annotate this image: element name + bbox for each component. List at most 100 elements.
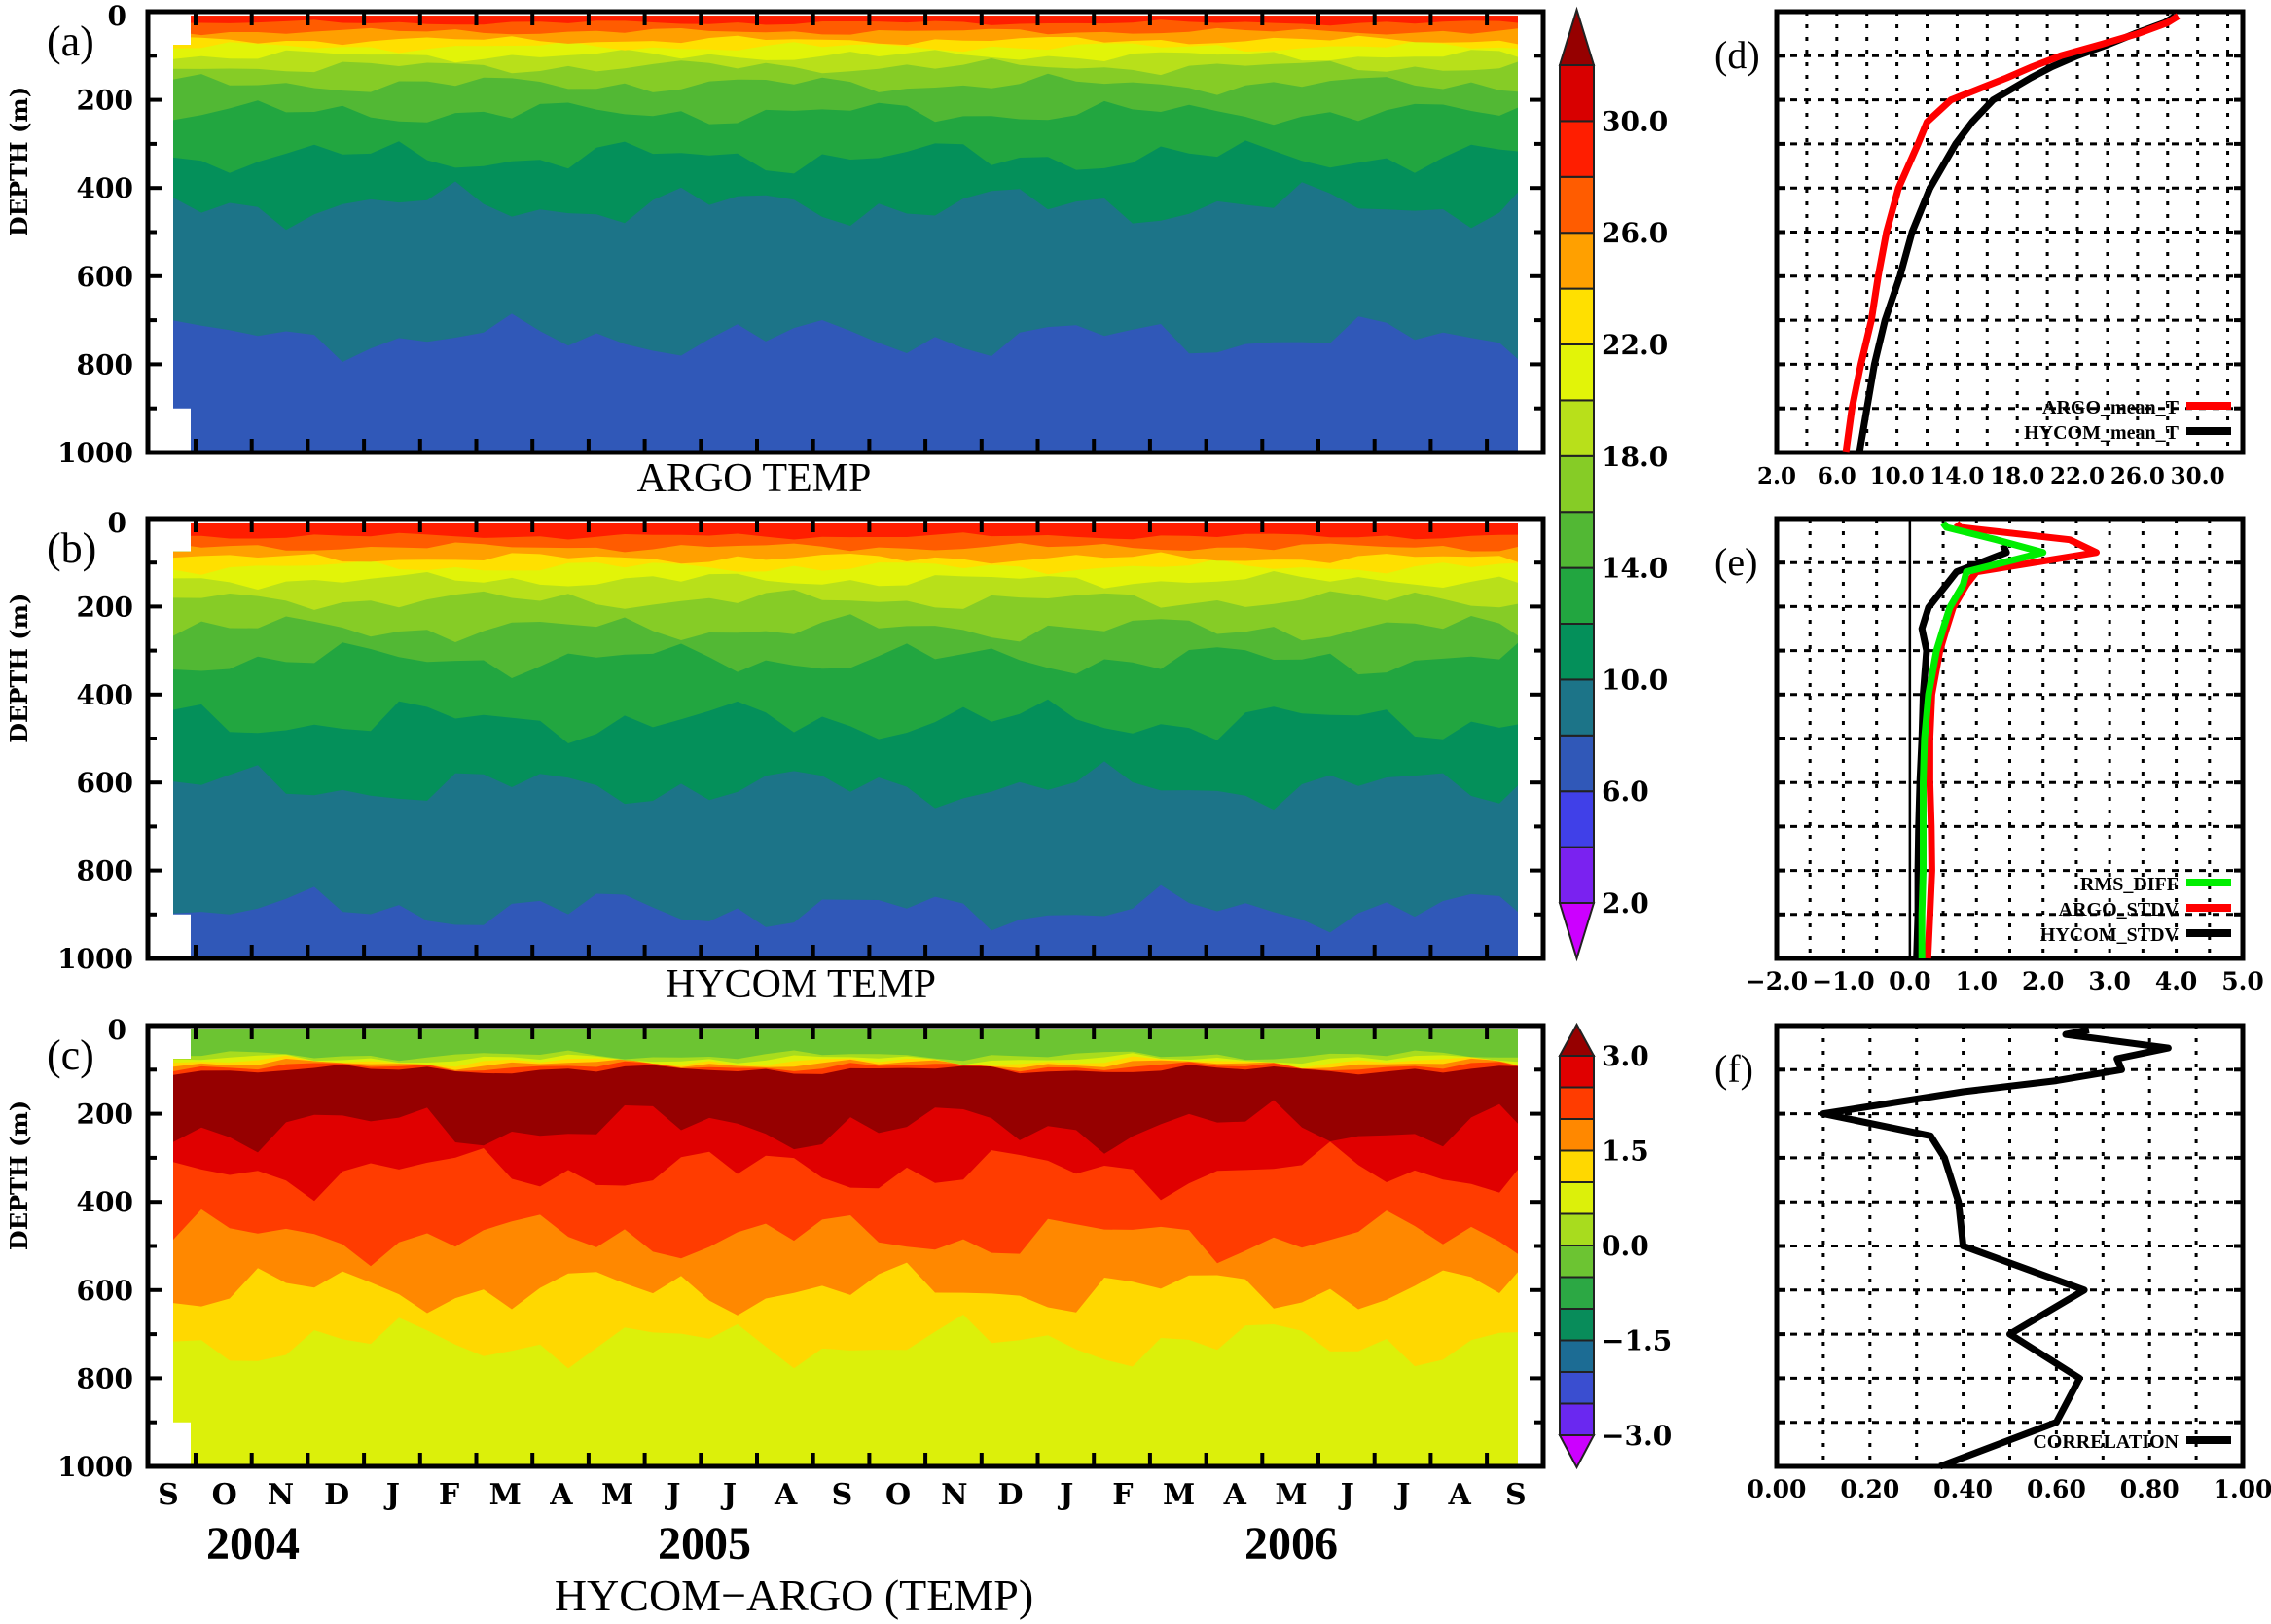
colorbar-tick-label: 0.0 bbox=[1602, 1230, 1649, 1262]
colorbar-tick-label: 22.0 bbox=[1602, 329, 1668, 361]
x-tick-label: 1.00 bbox=[2214, 1475, 2271, 1503]
colorbar-swatch bbox=[1559, 1118, 1595, 1152]
x-tick-label: 0.60 bbox=[2027, 1475, 2086, 1503]
series-line-hycom-mean-t bbox=[1856, 13, 2178, 453]
month-label: J bbox=[1338, 1478, 1354, 1512]
panel-label: (a) bbox=[47, 18, 94, 65]
panel-label: (e) bbox=[1714, 540, 1757, 584]
colorbar-swatch bbox=[1559, 1402, 1595, 1436]
series-line-correlation bbox=[1820, 1027, 2172, 1470]
panel-label: (b) bbox=[47, 524, 96, 572]
legend-label: HYCOM_mean_T bbox=[2024, 422, 2180, 444]
contour-panel-a: 0 200 400 600 800 1000 DEPTH (m) (a) ARGO TEMP bbox=[5, 0, 1546, 501]
colorbar-swatch bbox=[1559, 287, 1595, 346]
month-label: O bbox=[885, 1478, 911, 1512]
month-label: J bbox=[383, 1478, 400, 1512]
x-tick-label: 6.0 bbox=[1818, 463, 1856, 489]
year-label: 2005 bbox=[658, 1518, 751, 1570]
colorbar-swatch bbox=[1559, 511, 1595, 569]
profile-panel-d: ARGO_mean_T HYCOM_mean_T 2.0 6.0 10.0 14.0 18.… bbox=[1714, 9, 2246, 489]
colorbar-1: 2.0 6.0 10.0 14.0 18.0 22.0 26.0 30.0 bbox=[1558, 6, 1668, 962]
contour-band bbox=[173, 523, 1518, 540]
plot-frame bbox=[1774, 9, 2246, 455]
colorbar-2: −3.0 −1.5 0.0 1.5 3.0 bbox=[1558, 1022, 1672, 1470]
colorbar-swatch bbox=[1559, 399, 1595, 457]
colorbar-tick-label: 18.0 bbox=[1602, 441, 1668, 473]
colorbar-swatch bbox=[1559, 1371, 1595, 1405]
month-label: N bbox=[268, 1478, 294, 1512]
month-label: F bbox=[1112, 1478, 1133, 1512]
y-tick-label: 1000 bbox=[57, 437, 133, 469]
legend-label: ARGO_mean_T bbox=[2042, 397, 2180, 418]
profile-panel-f: CORRELATION 0.00 0.20 0.40 0.60 0.80 1.00 (f) bbox=[1714, 1023, 2271, 1503]
colorbar-swatch bbox=[1559, 734, 1595, 793]
colorbar-tick-label: −3.0 bbox=[1602, 1420, 1672, 1452]
month-label: J bbox=[1057, 1478, 1073, 1512]
colorbar-tick-label: 6.0 bbox=[1602, 776, 1649, 808]
colorbar-over-triangle bbox=[1558, 6, 1596, 66]
y-tick-label: 0 bbox=[108, 507, 126, 539]
x-tick-label: 18.0 bbox=[1990, 463, 2044, 489]
month-label: S bbox=[1505, 1478, 1527, 1512]
colorbar-swatch bbox=[1559, 678, 1595, 737]
colorbar-swatch bbox=[1559, 1149, 1595, 1183]
legend-label: HYCOM_STDV bbox=[2040, 924, 2180, 946]
contour-band bbox=[173, 1029, 1518, 1062]
series-line-argo-stdv bbox=[1924, 521, 2100, 959]
x-tick-label: 2.0 bbox=[1757, 463, 1796, 489]
series-line-rms-diff bbox=[1918, 521, 2047, 958]
x-tick-label: 4.0 bbox=[2155, 967, 2198, 995]
colorbar-swatch bbox=[1559, 120, 1595, 178]
month-label: J bbox=[720, 1478, 737, 1512]
colorbar-under-triangle bbox=[1558, 902, 1596, 962]
x-tick-label: −1.0 bbox=[1812, 967, 1874, 995]
x-tick-label: −2.0 bbox=[1746, 967, 1808, 995]
year-label: 2004 bbox=[206, 1518, 300, 1570]
series-line-argo-mean-t bbox=[1842, 13, 2181, 453]
colorbar-tick-label: 26.0 bbox=[1602, 217, 1668, 249]
colorbar-swatch bbox=[1559, 623, 1595, 681]
x-tick-label: 0.80 bbox=[2120, 1475, 2180, 1503]
x-tick-label: 3.0 bbox=[2088, 967, 2131, 995]
month-label: A bbox=[1447, 1478, 1471, 1512]
month-label: S bbox=[832, 1478, 853, 1512]
plot-frame bbox=[1774, 1023, 2246, 1469]
colorbar-tick-label: 2.0 bbox=[1602, 887, 1649, 920]
colorbar-swatch bbox=[1559, 232, 1595, 290]
month-label: A bbox=[549, 1478, 573, 1512]
x-tick-label: 0.20 bbox=[1840, 1475, 1899, 1503]
colorbar-swatch bbox=[1559, 846, 1595, 904]
contour-band bbox=[173, 16, 1518, 26]
legend-label: ARGO_STDV bbox=[2059, 899, 2180, 920]
y-tick-label: 600 bbox=[77, 261, 133, 293]
y-tick-label: 200 bbox=[77, 85, 133, 117]
panel-title: HYCOM−ARGO (TEMP) bbox=[555, 1570, 1033, 1620]
x-tick-label: 26.0 bbox=[2110, 463, 2165, 489]
y-axis-label: DEPTH (m) bbox=[5, 87, 33, 236]
month-label: J bbox=[1393, 1478, 1410, 1512]
contour-fill bbox=[173, 16, 1518, 452]
contour-fill bbox=[173, 523, 1518, 958]
panel-label: (d) bbox=[1714, 33, 1760, 77]
x-tick-label: 0.0 bbox=[1889, 967, 1931, 995]
x-tick-label: 22.0 bbox=[2050, 463, 2105, 489]
month-label: M bbox=[1275, 1478, 1307, 1512]
x-tick-label: 1.0 bbox=[1956, 967, 1999, 995]
colorbar-tick-label: 3.0 bbox=[1602, 1040, 1649, 1072]
contour-fill bbox=[173, 1029, 1518, 1466]
month-label: D bbox=[997, 1478, 1023, 1512]
colorbar-swatch bbox=[1559, 1339, 1595, 1373]
colorbar-swatch bbox=[1559, 1308, 1595, 1342]
month-label: A bbox=[774, 1478, 798, 1512]
y-tick-label: 600 bbox=[77, 1275, 133, 1307]
x-tick-label: 5.0 bbox=[2221, 967, 2264, 995]
y-tick-label: 400 bbox=[77, 679, 133, 711]
colorbar-swatch bbox=[1559, 1055, 1595, 1089]
series-line-hycom-stdv bbox=[1913, 543, 2010, 959]
colorbar-swatch bbox=[1559, 1276, 1595, 1310]
legend-label: CORRELATION bbox=[2033, 1431, 2179, 1453]
y-tick-label: 600 bbox=[77, 767, 133, 799]
colorbar-swatch bbox=[1559, 1086, 1595, 1120]
y-axis-label: DEPTH (m) bbox=[5, 594, 33, 743]
